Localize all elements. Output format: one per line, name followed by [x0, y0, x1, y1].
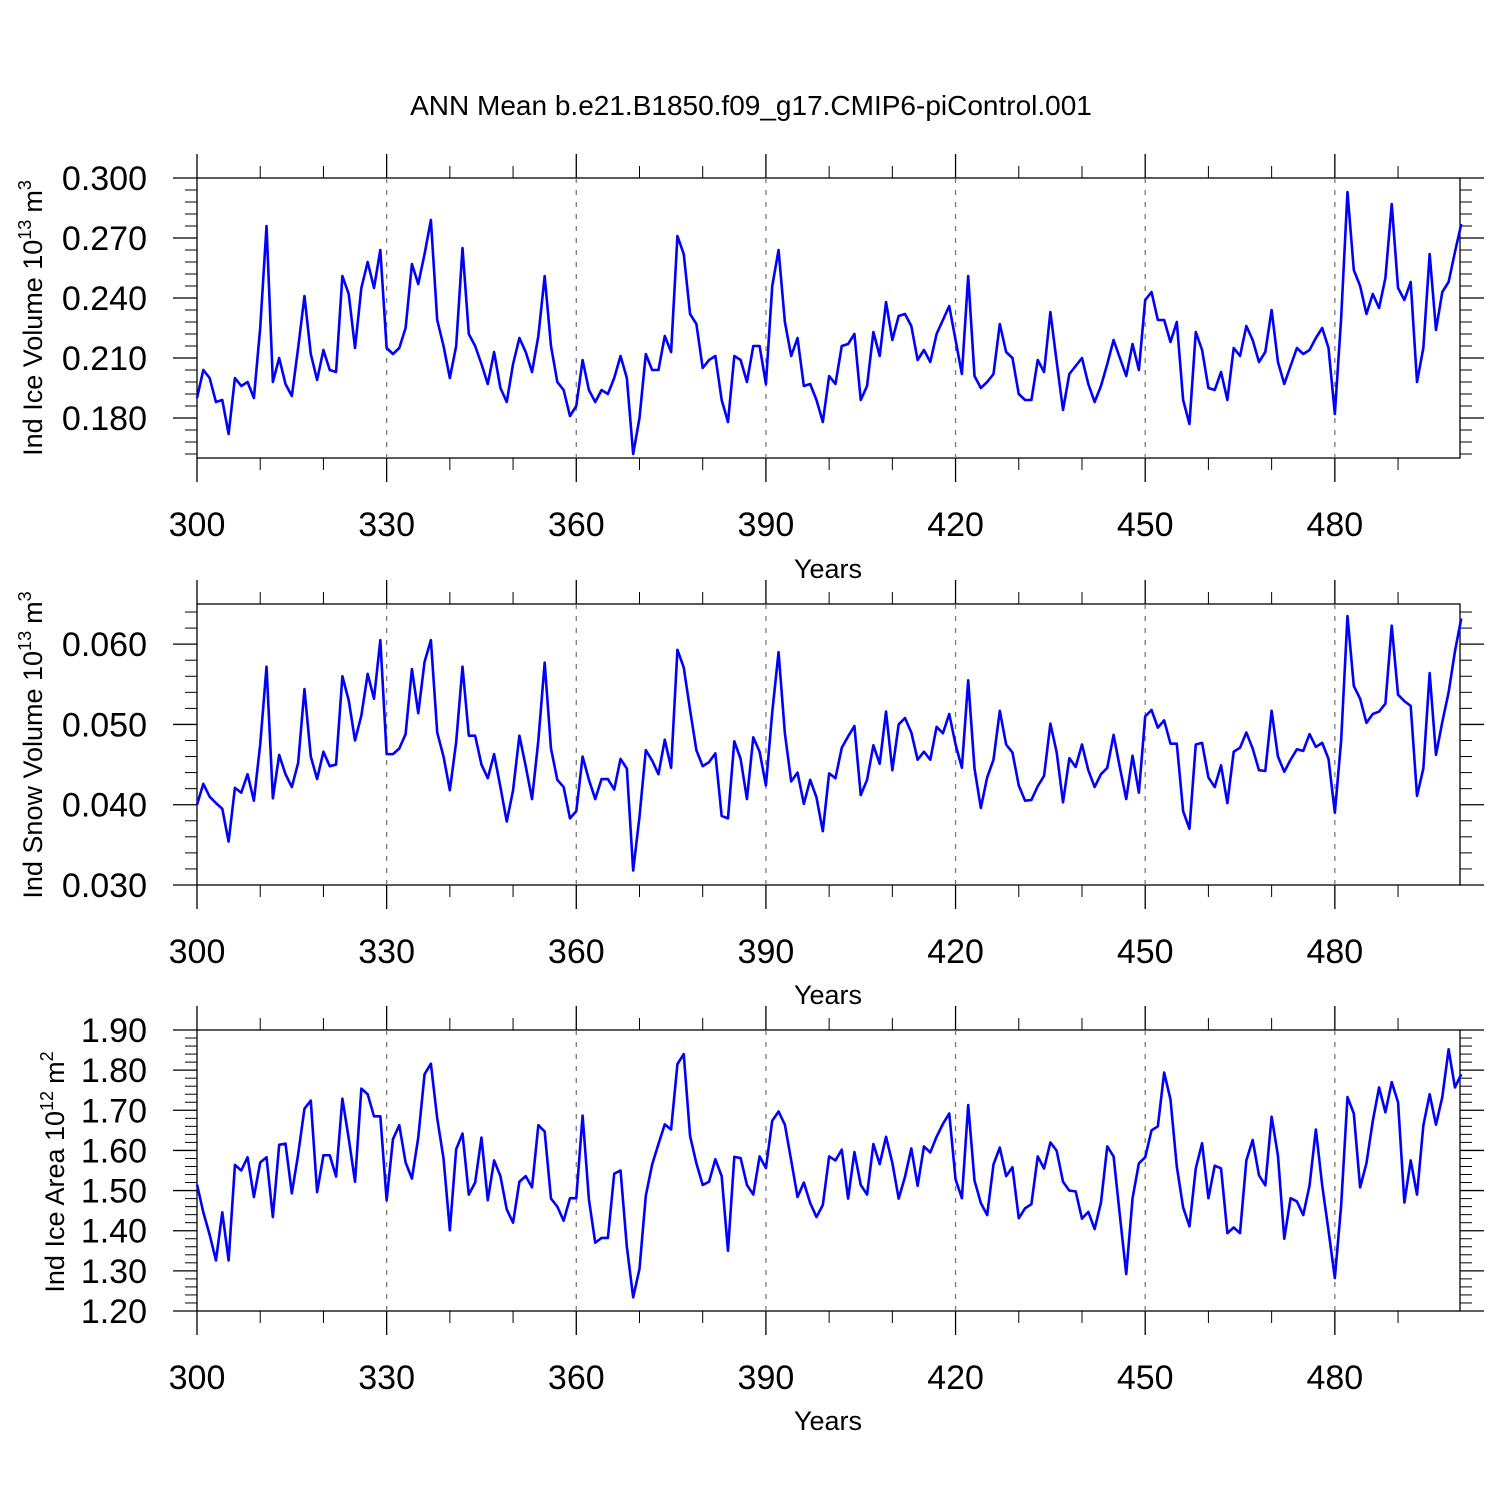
x-axis-title: Years — [794, 1406, 862, 1436]
plot-frame — [196, 177, 1461, 459]
y-axis-title-unit-exponent: 2 — [37, 1051, 57, 1061]
y-tick-label: 0.210 — [62, 340, 147, 378]
x-tick-label: 390 — [738, 1359, 795, 1397]
y-axis-title-unit-exponent: 3 — [15, 180, 35, 190]
y-tick-label: 1.50 — [81, 1173, 147, 1211]
y-tick-label: 1.30 — [81, 1253, 147, 1291]
ice-area-panel: Years Ind Ice Area 1012 m2 300 330 360 390 42… — [37, 1006, 1484, 1436]
x-tick-label: 360 — [548, 933, 605, 971]
y-axis-title-main: Ind Ice Area 10 — [40, 1111, 70, 1293]
y-axis-title-exponent: 12 — [37, 1091, 57, 1111]
y-tick-label: 1.80 — [81, 1052, 147, 1090]
y-tick-label: 1.60 — [81, 1132, 147, 1170]
y-axis-title-exponent: 13 — [15, 220, 35, 240]
y-tick-label: 0.060 — [62, 626, 147, 664]
x-axis-title: Years — [794, 980, 862, 1010]
x-tick-label: 330 — [358, 1359, 415, 1397]
y-tick-label: 0.240 — [62, 280, 147, 318]
x-tick-label: 450 — [1117, 933, 1174, 971]
y-tick-label: 0.050 — [62, 706, 147, 744]
x-tick-label: 330 — [358, 933, 415, 971]
x-tick-label: 480 — [1306, 933, 1363, 971]
y-axis-title: Ind Ice Volume 1013 m3 — [15, 180, 48, 456]
x-tick-label: 330 — [358, 506, 415, 544]
x-tick-label: 480 — [1306, 506, 1363, 544]
x-axis-title: Years — [794, 554, 862, 584]
x-tick-label: 480 — [1306, 1359, 1363, 1397]
y-tick-label: 1.70 — [81, 1092, 147, 1130]
y-tick-label: 0.270 — [62, 220, 147, 258]
y-tick-label: 0.030 — [62, 867, 147, 905]
chart-title: ANN Mean b.e21.B1850.f09_g17.CMIP6-piCon… — [410, 90, 1092, 121]
plot-frame — [196, 1029, 1461, 1312]
ice-volume-panel: Years Ind Ice Volume 1013 m3 300 330 360 390… — [15, 154, 1484, 584]
x-tick-label: 360 — [548, 1359, 605, 1397]
x-tick-label: 390 — [738, 506, 795, 544]
y-tick-label: 0.040 — [62, 787, 147, 825]
data-series-line — [195, 1047, 1463, 1299]
y-tick-label: 1.40 — [81, 1213, 147, 1251]
y-axis-title: Ind Snow Volume 1013 m3 — [15, 591, 48, 898]
data-series-line — [195, 614, 1463, 872]
y-axis-title: Ind Ice Area 1012 m2 — [37, 1051, 70, 1292]
y-axis-title-unit: m — [40, 1061, 70, 1084]
x-tick-label: 420 — [927, 506, 984, 544]
y-axis-title-unit: m — [18, 190, 48, 213]
y-tick-label: 1.90 — [81, 1012, 147, 1050]
x-tick-label: 360 — [548, 506, 605, 544]
y-axis-title-unit: m — [18, 601, 48, 624]
x-tick-label: 420 — [927, 933, 984, 971]
y-axis-title-main: Ind Snow Volume 10 — [18, 651, 48, 899]
data-series-line — [195, 190, 1463, 456]
x-tick-label: 300 — [169, 1359, 226, 1397]
y-tick-label: 0.300 — [62, 160, 147, 198]
y-axis-title-unit-exponent: 3 — [15, 591, 35, 601]
y-axis-title-main: Ind Ice Volume 10 — [18, 240, 48, 456]
x-tick-label: 420 — [927, 1359, 984, 1397]
x-tick-label: 450 — [1117, 1359, 1174, 1397]
x-tick-label: 300 — [169, 933, 226, 971]
y-tick-label: 0.180 — [62, 400, 147, 438]
plot-frame — [196, 603, 1461, 886]
y-axis-title-exponent: 13 — [15, 631, 35, 651]
x-tick-label: 300 — [169, 506, 226, 544]
x-tick-label: 450 — [1117, 506, 1174, 544]
snow-volume-panel: Years Ind Snow Volume 1013 m3 300 330 360 39… — [15, 580, 1484, 1010]
y-tick-label: 1.20 — [81, 1293, 147, 1331]
x-tick-label: 390 — [738, 933, 795, 971]
